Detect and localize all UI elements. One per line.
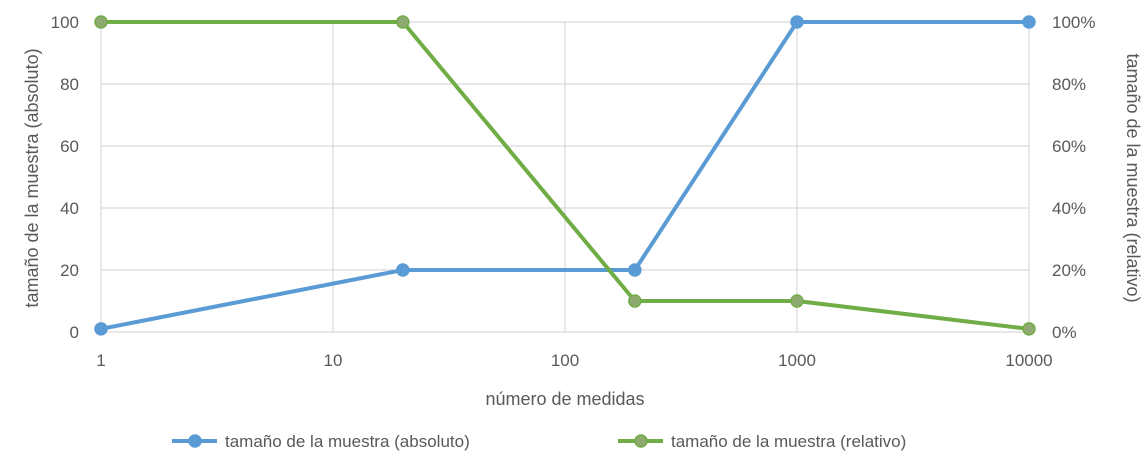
legend-marker-relativo	[634, 434, 648, 448]
y-axis-right-title: tamaño de la muestra (relativo)	[1123, 53, 1143, 302]
y-left-tick-label: 0	[70, 323, 79, 342]
x-tick-label: 100	[551, 351, 579, 370]
series-1-point	[1022, 322, 1036, 336]
legend-label-absoluto: tamaño de la muestra (absoluto)	[225, 432, 470, 451]
y-left-tick-label: 40	[60, 199, 79, 218]
legend-item-absoluto: tamaño de la muestra (absoluto)	[172, 432, 470, 451]
series-0-point	[790, 15, 804, 29]
x-axis-title: número de medidas	[485, 389, 644, 409]
y-left-tick-label: 100	[51, 13, 79, 32]
series-1-point	[396, 15, 410, 29]
legend-label-relativo: tamaño de la muestra (relativo)	[671, 432, 906, 451]
x-tick-label: 1	[96, 351, 105, 370]
series-1-point	[94, 15, 108, 29]
series-0-point	[628, 263, 642, 277]
y-left-tick-label: 80	[60, 75, 79, 94]
x-tick-label: 10	[324, 351, 343, 370]
legend-item-relativo: tamaño de la muestra (relativo)	[618, 432, 906, 451]
y-right-tick-label: 0%	[1052, 323, 1077, 342]
x-tick-label: 10000	[1005, 351, 1052, 370]
data-points	[94, 15, 1036, 336]
y-left-tick-label: 60	[60, 137, 79, 156]
y-axis-left-title: tamaño de la muestra (absoluto)	[22, 48, 42, 307]
series-0-point	[396, 263, 410, 277]
tick-labels: 0 0% 20 20% 40 40% 60 60% 80 80% 100 100% 1 10 100 1000…	[51, 13, 1096, 370]
legend-marker-absoluto	[188, 434, 202, 448]
series-0-point	[94, 322, 108, 336]
series-0-point	[1022, 15, 1036, 29]
y-left-tick-label: 20	[60, 261, 79, 280]
legend: tamaño de la muestra (absoluto) tamaño d…	[172, 432, 906, 451]
gridlines	[100, 21, 1030, 333]
y-right-tick-label: 100%	[1052, 13, 1095, 32]
x-tick-label: 1000	[778, 351, 816, 370]
y-right-tick-label: 40%	[1052, 199, 1086, 218]
series-1-point	[628, 294, 642, 308]
y-right-tick-label: 80%	[1052, 75, 1086, 94]
y-right-tick-label: 60%	[1052, 137, 1086, 156]
series-1-point	[790, 294, 804, 308]
y-right-tick-label: 20%	[1052, 261, 1086, 280]
